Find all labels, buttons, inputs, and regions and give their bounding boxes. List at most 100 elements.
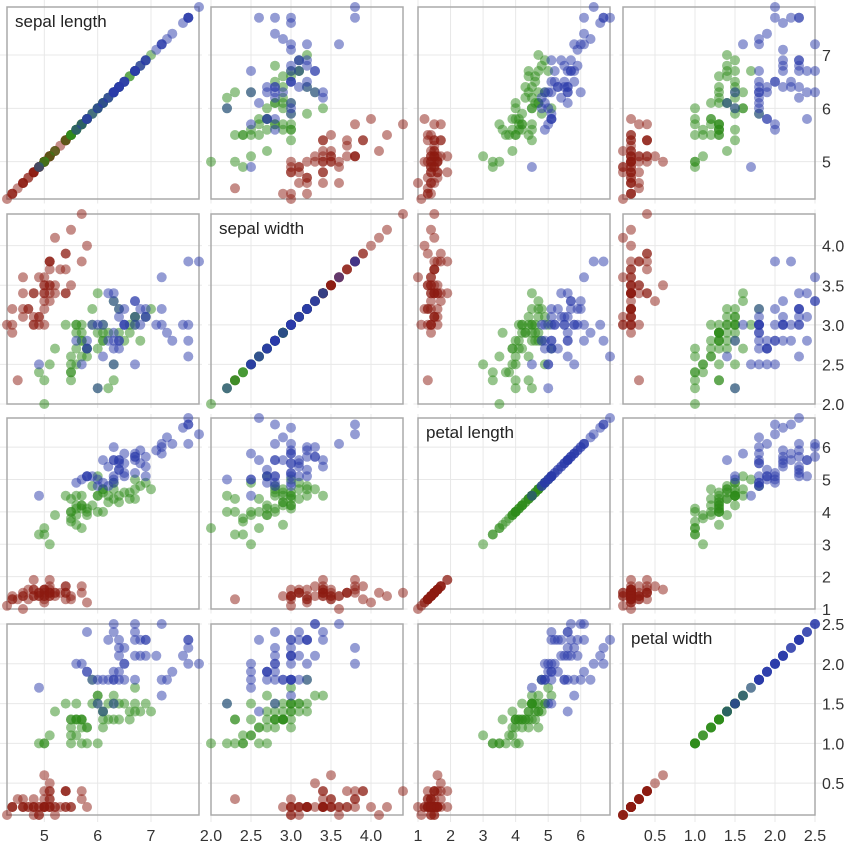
point-versicolor xyxy=(238,730,248,741)
point-setosa xyxy=(398,119,408,130)
point-virginica xyxy=(802,66,812,76)
point-virginica xyxy=(350,12,360,23)
point-virginica xyxy=(310,87,320,98)
point-versicolor xyxy=(698,730,708,741)
point-virginica xyxy=(794,82,804,92)
point-versicolor xyxy=(206,156,216,167)
point-versicolor xyxy=(294,484,304,495)
point-setosa xyxy=(66,802,76,812)
point-setosa xyxy=(429,232,440,243)
point-virginica xyxy=(543,666,554,677)
point-setosa xyxy=(34,311,44,322)
point-virginica xyxy=(108,442,119,453)
point-setosa xyxy=(642,264,652,275)
point-setosa xyxy=(82,802,92,812)
point-versicolor xyxy=(746,66,756,76)
point-versicolor xyxy=(108,690,119,701)
point-virginica xyxy=(270,124,280,135)
point-virginica xyxy=(802,335,812,346)
point-virginica xyxy=(222,383,232,394)
point-virginica xyxy=(156,319,167,330)
point-versicolor xyxy=(254,738,264,749)
point-virginica xyxy=(167,335,178,346)
point-setosa xyxy=(230,794,240,805)
point-versicolor xyxy=(722,71,732,82)
point-setosa xyxy=(350,786,360,797)
point-setosa xyxy=(432,256,443,267)
point-versicolor xyxy=(738,471,748,482)
y-tick-label-sepal-width: 3.5 xyxy=(822,278,844,295)
point-setosa xyxy=(398,587,408,598)
point-virginica xyxy=(302,464,312,475)
point-versicolor xyxy=(294,706,304,717)
point-virginica xyxy=(794,12,804,23)
point-virginica xyxy=(794,319,804,330)
point-virginica xyxy=(802,288,812,299)
point-versicolor xyxy=(722,510,732,521)
point-virginica xyxy=(34,490,44,501)
point-setosa xyxy=(358,594,368,605)
point-virginica xyxy=(270,650,280,661)
point-virginica xyxy=(778,311,788,322)
point-setosa xyxy=(334,802,344,812)
point-versicolor xyxy=(270,722,280,733)
point-virginica xyxy=(770,658,780,669)
point-versicolor xyxy=(92,343,103,354)
point-virginica xyxy=(87,319,98,330)
point-virginica xyxy=(546,674,557,685)
point-virginica xyxy=(802,114,812,124)
point-virginica xyxy=(802,87,812,98)
point-virginica xyxy=(526,682,537,693)
point-versicolor xyxy=(523,351,534,362)
point-versicolor xyxy=(500,738,511,749)
point-virginica xyxy=(278,455,288,466)
point-versicolor xyxy=(478,539,489,550)
point-setosa xyxy=(318,574,328,585)
point-versicolor xyxy=(722,304,732,314)
point-versicolor xyxy=(76,319,87,330)
point-versicolor xyxy=(71,343,82,354)
point-virginica xyxy=(778,335,788,346)
point-versicolor xyxy=(230,375,240,386)
point-setosa xyxy=(76,786,87,797)
point-setosa xyxy=(28,794,39,805)
point-versicolor xyxy=(230,506,240,517)
point-virginica xyxy=(222,474,232,485)
point-versicolor xyxy=(135,706,146,717)
point-virginica xyxy=(108,619,119,629)
point-virginica xyxy=(103,288,114,299)
panel-sepal-length-vs-sepal-width xyxy=(210,6,404,200)
point-virginica xyxy=(270,419,280,430)
panel-sepal-width-vs-petal-width xyxy=(622,213,816,405)
panel-gutter xyxy=(0,203,822,210)
point-virginica xyxy=(130,296,140,307)
point-virginica xyxy=(108,474,119,485)
point-virginica xyxy=(559,674,570,685)
point-virginica xyxy=(294,455,304,466)
x-tick-label-sepal-length: 6 xyxy=(93,828,102,845)
point-virginica xyxy=(286,12,296,23)
point-versicolor xyxy=(246,698,256,709)
point-setosa xyxy=(55,264,66,275)
point-versicolor xyxy=(722,319,732,330)
point-versicolor xyxy=(706,319,716,330)
point-virginica xyxy=(130,451,140,462)
point-versicolor xyxy=(302,490,312,501)
point-setosa xyxy=(426,327,436,338)
point-setosa xyxy=(626,296,636,307)
point-virginica xyxy=(569,690,580,701)
point-versicolor xyxy=(523,375,534,386)
point-setosa xyxy=(7,188,18,199)
panel-title-petal-width: petal width xyxy=(631,629,712,648)
point-virginica xyxy=(572,634,583,645)
point-virginica xyxy=(130,319,140,330)
point-setosa xyxy=(642,786,652,797)
point-versicolor xyxy=(730,66,740,76)
point-setosa xyxy=(626,114,636,124)
point-versicolor xyxy=(507,146,518,156)
point-virginica xyxy=(294,82,304,92)
point-setosa xyxy=(358,248,368,259)
point-versicolor xyxy=(294,698,304,709)
point-virginica xyxy=(302,445,312,456)
point-virginica xyxy=(82,627,92,637)
